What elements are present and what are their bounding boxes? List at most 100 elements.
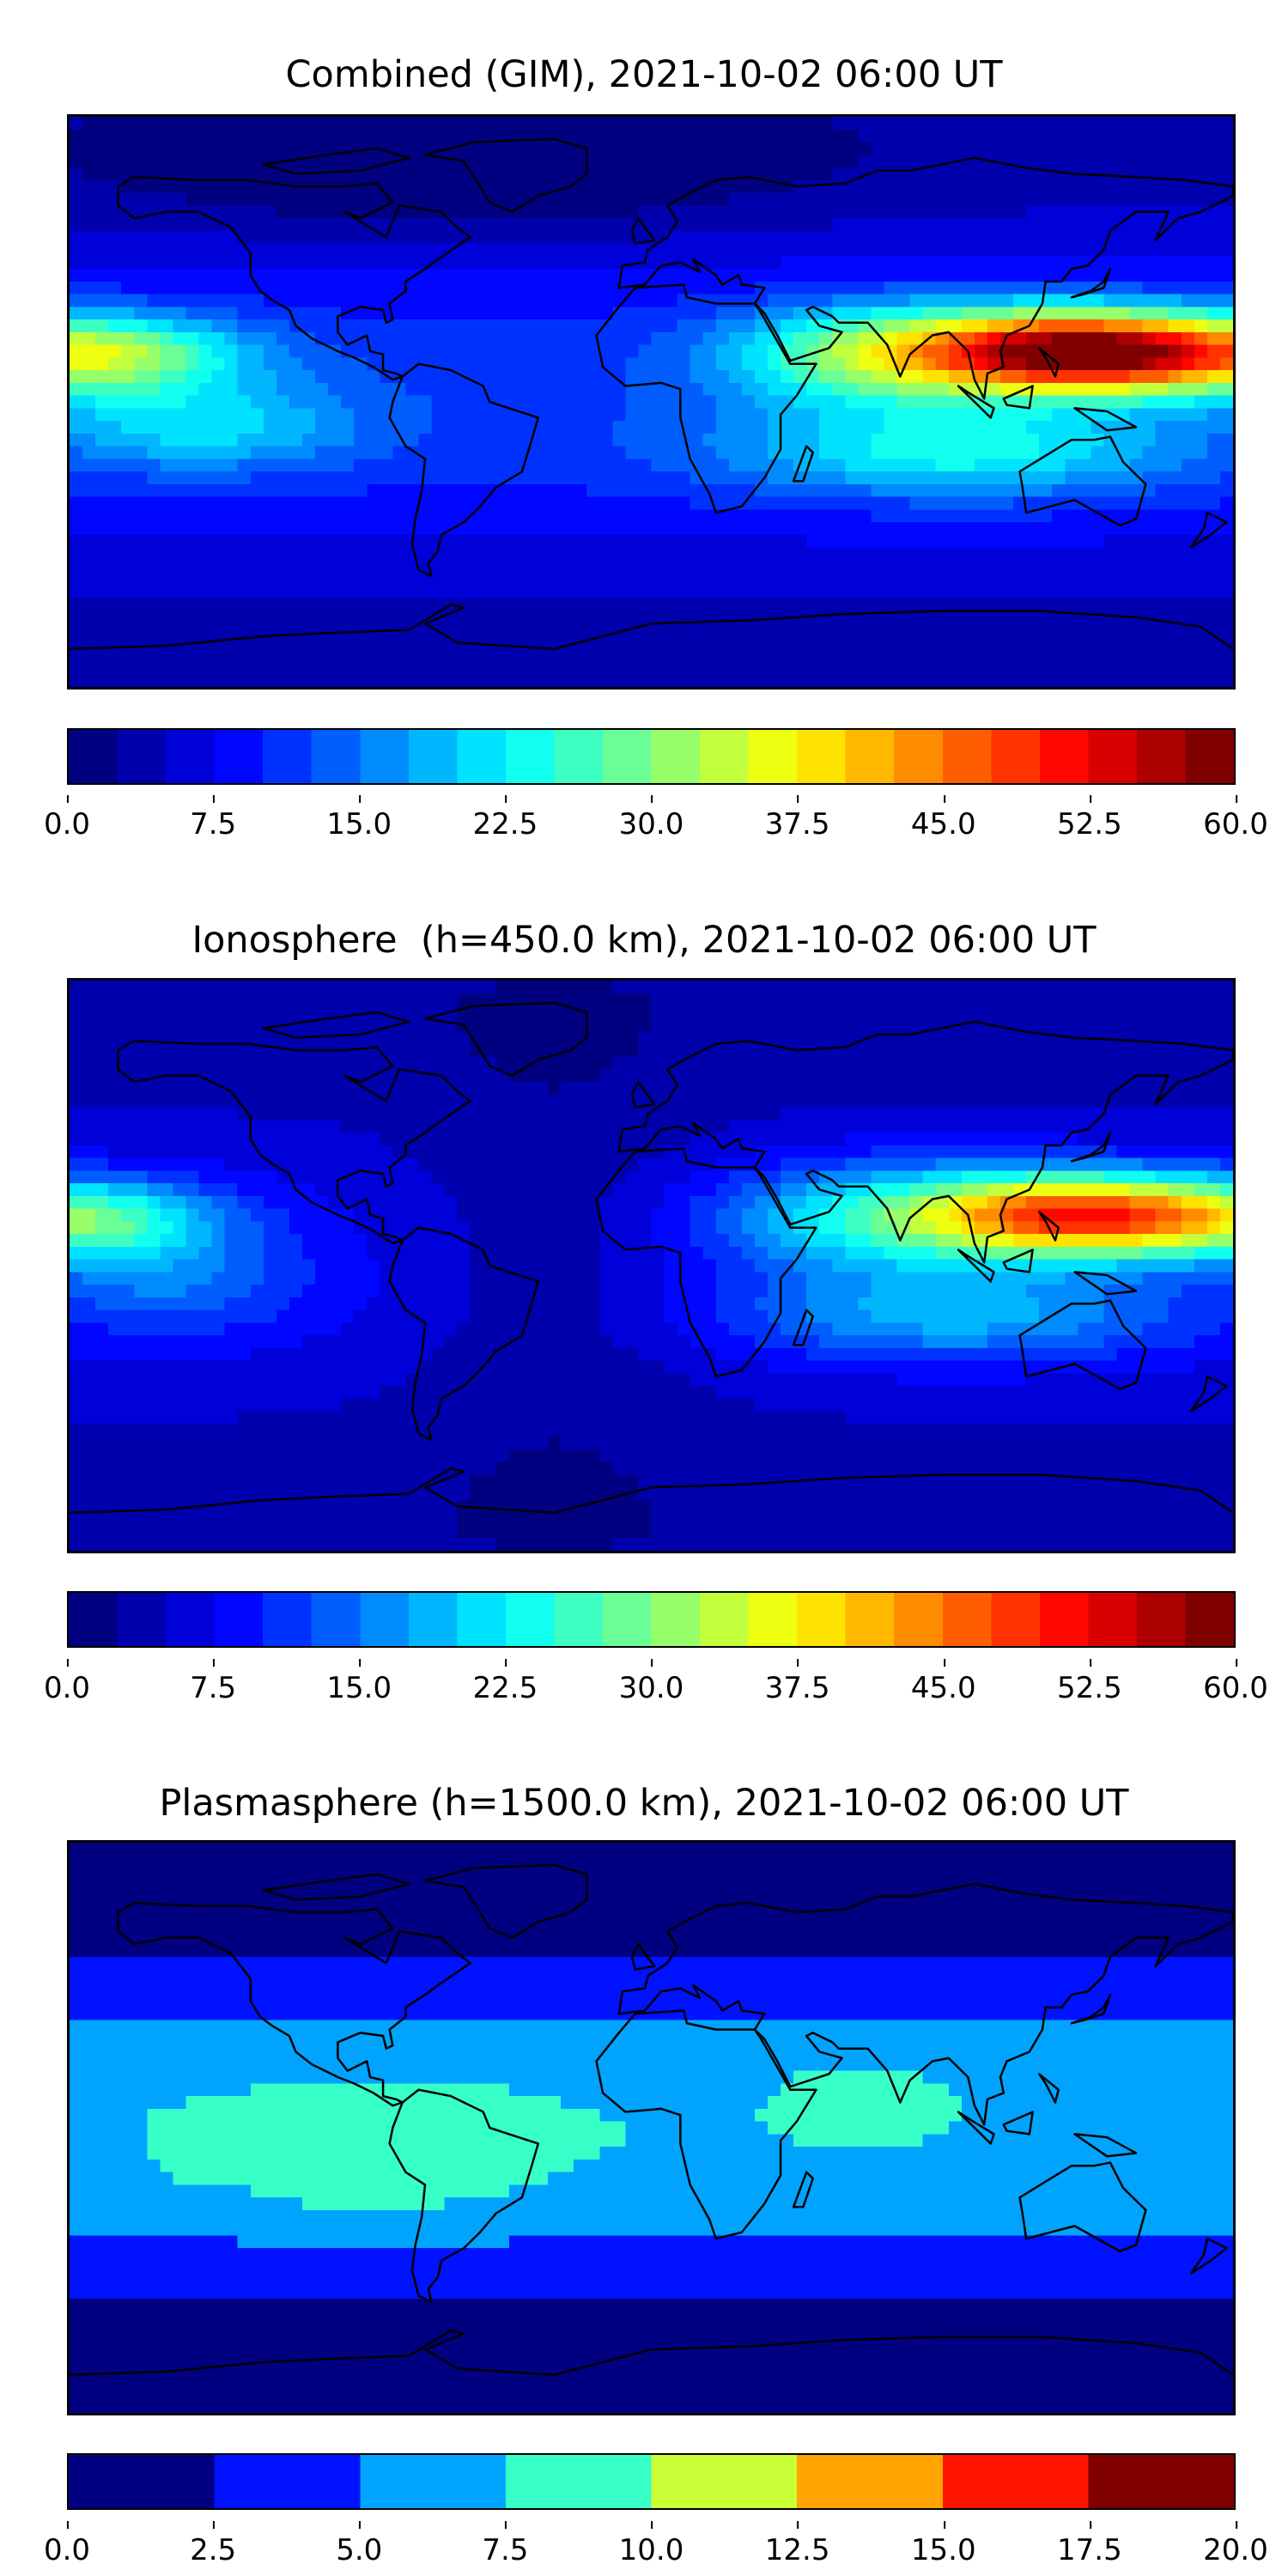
heatmap-cell (198, 611, 212, 624)
heatmap-cell (392, 1082, 406, 1096)
heatmap-cell (147, 1043, 161, 1057)
heatmap-cell (380, 1069, 393, 1083)
heatmap-cell (832, 256, 846, 270)
heatmap-cell (521, 509, 536, 523)
heatmap-cell (651, 205, 665, 219)
heatmap-cell (1065, 534, 1078, 549)
heatmap-cell (574, 205, 587, 219)
heatmap-cell (1078, 205, 1091, 219)
heatmap-cell (1116, 167, 1130, 181)
heatmap-cell (586, 522, 600, 536)
heatmap-cell (638, 319, 652, 333)
heatmap-cell (483, 1082, 497, 1096)
heatmap-cell (160, 459, 173, 472)
heatmap-cell (263, 1082, 277, 1096)
heatmap-cell (1052, 243, 1066, 257)
heatmap-cell (819, 395, 833, 409)
heatmap-cell (263, 674, 277, 687)
heatmap-cell (1129, 319, 1143, 333)
heatmap-cell (457, 1031, 471, 1045)
heatmap-cell (108, 421, 122, 434)
heatmap-cell (341, 269, 355, 283)
heatmap-cell (1026, 269, 1040, 283)
heatmap-cell (574, 459, 587, 472)
heatmap-cell (405, 421, 419, 434)
heatmap-cell (263, 395, 277, 409)
heatmap-cell (871, 230, 884, 244)
heatmap-cell (625, 661, 639, 675)
heatmap-cell (173, 585, 186, 599)
heatmap-cell (302, 509, 316, 523)
heatmap-cell (561, 408, 574, 422)
heatmap-cell (987, 598, 1001, 611)
heatmap-cell (121, 179, 135, 193)
heatmap-cell (858, 117, 872, 131)
colorbar-tick-label: 22.5 (472, 795, 538, 841)
heatmap-cell (1219, 205, 1233, 219)
heatmap-cell (535, 294, 549, 307)
heatmap-cell (535, 230, 549, 244)
heatmap-cell (677, 331, 691, 345)
heatmap-cell (1194, 433, 1208, 447)
heatmap-cell (276, 496, 290, 510)
heatmap-cell (702, 1031, 717, 1045)
heatmap-cell (1142, 155, 1157, 168)
heatmap-cell (82, 635, 96, 650)
heatmap-cell (444, 471, 459, 485)
heatmap-cell (1065, 1082, 1078, 1096)
heatmap-cell (768, 981, 781, 994)
heatmap-cell (315, 1056, 329, 1070)
heatmap-cell (806, 573, 820, 586)
heatmap-cell (108, 661, 122, 675)
heatmap-cell (690, 408, 704, 422)
heatmap-cell (521, 256, 536, 270)
heatmap-cell (702, 421, 717, 434)
heatmap-cell (793, 167, 807, 181)
heatmap-cell (1078, 446, 1091, 459)
heatmap-cell (884, 269, 897, 283)
heatmap-cell (185, 1094, 199, 1108)
heatmap-cell (224, 256, 239, 270)
heatmap-cell (935, 446, 950, 459)
heatmap-cell (1103, 648, 1117, 662)
heatmap-cell (134, 598, 148, 611)
heatmap-cell (250, 205, 264, 219)
heatmap-cell (535, 483, 549, 498)
heatmap-cell (909, 382, 924, 396)
heatmap-cell (211, 331, 226, 345)
heatmap-cell (677, 155, 691, 168)
heatmap-cell (173, 534, 186, 549)
heatmap-cell (1039, 648, 1053, 662)
heatmap-cell (211, 1005, 226, 1019)
colorbar-segment (166, 730, 216, 783)
heatmap-cell (250, 1043, 264, 1057)
heatmap-cell (1013, 981, 1027, 994)
heatmap-cell (431, 1094, 445, 1108)
heatmap-cell (677, 1018, 691, 1032)
heatmap-cell (715, 230, 730, 244)
heatmap-cell (586, 382, 600, 396)
heatmap-cell (380, 648, 393, 662)
heatmap-cell (896, 117, 910, 131)
heatmap-cell (702, 192, 717, 206)
heatmap-cell (1103, 382, 1117, 396)
heatmap-cell (1103, 446, 1117, 459)
heatmap-cell (1168, 674, 1182, 687)
heatmap-cell (380, 319, 393, 333)
heatmap-cell (715, 331, 730, 345)
heatmap-cell (586, 496, 600, 510)
heatmap-cell (211, 344, 226, 358)
heatmap-cell (832, 331, 846, 345)
heatmap-cell (483, 648, 497, 662)
heatmap-cell (289, 421, 303, 434)
heatmap-cell (315, 230, 329, 244)
heatmap-cell (948, 598, 963, 611)
heatmap-cell (1065, 307, 1078, 320)
heatmap-cell (185, 281, 199, 295)
heatmap-cell (806, 611, 820, 624)
heatmap-cell (702, 1082, 717, 1096)
heatmap-cell (535, 1094, 549, 1108)
heatmap-cell (922, 294, 937, 307)
heatmap-cell (1103, 573, 1117, 586)
heatmap-cell (612, 117, 626, 131)
